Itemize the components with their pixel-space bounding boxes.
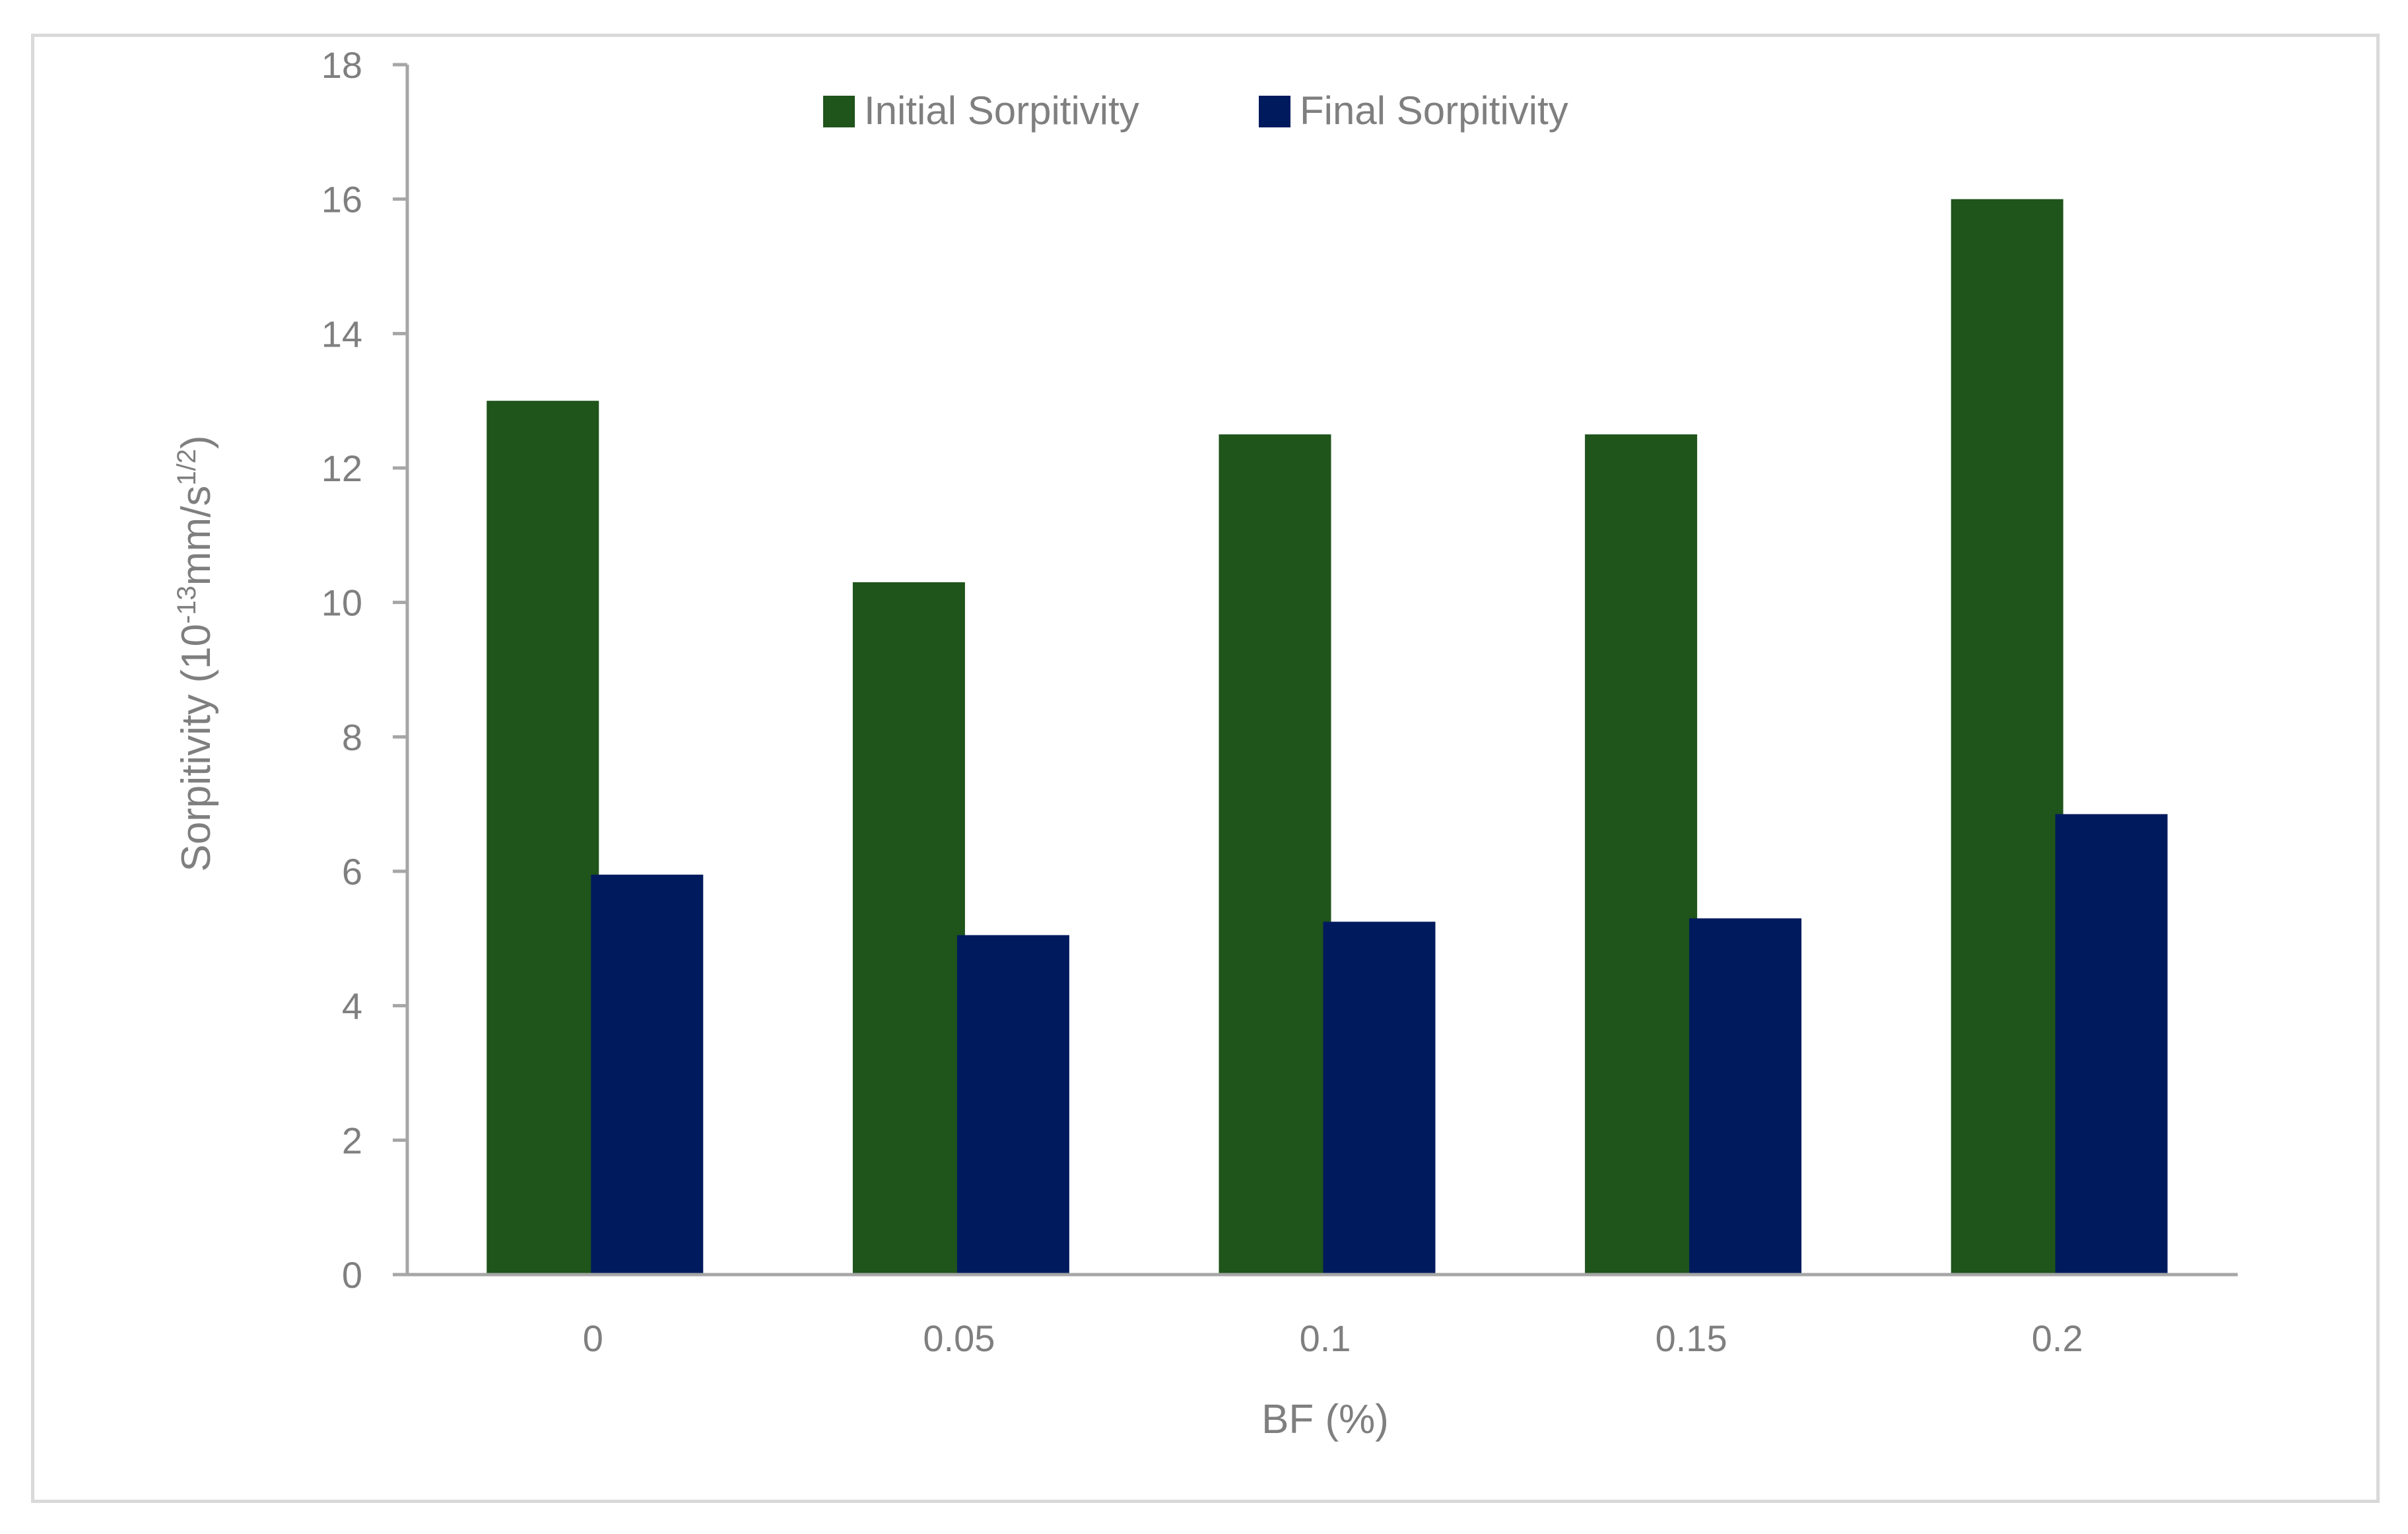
bar-final-0 xyxy=(591,875,704,1275)
legend-label-initial: Initial Sorpitivity xyxy=(864,88,1139,133)
y-tick-label-3: 6 xyxy=(342,851,362,892)
y-tick-label-0: 0 xyxy=(342,1254,362,1296)
x-tick-label-0: 0 xyxy=(583,1317,603,1359)
y-tick-label-4: 8 xyxy=(342,716,362,758)
bar-initial-4 xyxy=(1951,199,2063,1275)
y-ticks-layer: 0 2 4 6 8 10 12 14 16 18 xyxy=(321,44,407,1296)
x-axis-title: BF (%) xyxy=(1261,1397,1389,1442)
y-tick-label-1: 2 xyxy=(342,1119,362,1161)
y-axis-title: Sorpitivity (10-13mm/s1/2) xyxy=(172,435,219,871)
y-tick-label-7: 14 xyxy=(321,313,362,354)
y-tick-label-5: 10 xyxy=(321,582,362,624)
bar-initial-0 xyxy=(486,401,599,1275)
axes-layer xyxy=(405,65,2238,1277)
bar-final-4 xyxy=(2055,814,2168,1275)
y-tick-label-9: 18 xyxy=(321,44,362,86)
y-axis-title-exp2: 1/2 xyxy=(172,449,201,486)
y-tick-label-2: 4 xyxy=(342,985,362,1027)
bar-initial-3 xyxy=(1585,434,1698,1275)
x-tick-label-3: 0.15 xyxy=(1656,1317,1727,1359)
y-axis-title-exp1: -13 xyxy=(172,585,201,624)
bar-final-1 xyxy=(956,935,1069,1275)
legend-label-final: Final Sorpitivity xyxy=(1300,88,1568,133)
x-tick-label-1: 0.05 xyxy=(923,1317,995,1359)
x-tick-label-2: 0.1 xyxy=(1300,1317,1351,1359)
bar-final-2 xyxy=(1323,921,1436,1275)
x-ticks-layer: 0 0.05 0.1 0.15 0.2 xyxy=(583,1317,2083,1359)
y-axis-title-suffix: ) xyxy=(174,435,219,449)
bars-layer xyxy=(486,199,2168,1275)
legend-swatch-final xyxy=(1259,96,1290,127)
legend-swatch-initial xyxy=(823,96,855,127)
bar-initial-1 xyxy=(852,582,965,1275)
x-tick-label-4: 0.2 xyxy=(2032,1317,2083,1359)
bar-final-3 xyxy=(1689,918,1802,1275)
bar-initial-2 xyxy=(1219,434,1331,1275)
y-tick-label-6: 12 xyxy=(321,448,362,489)
y-axis-title-middle: mm/s xyxy=(174,486,219,586)
y-tick-label-8: 16 xyxy=(321,179,362,220)
legend: Initial Sorpitivity Final Sorpitivity xyxy=(823,88,1568,133)
y-axis-title-prefix: Sorpitivity (10 xyxy=(174,624,219,872)
